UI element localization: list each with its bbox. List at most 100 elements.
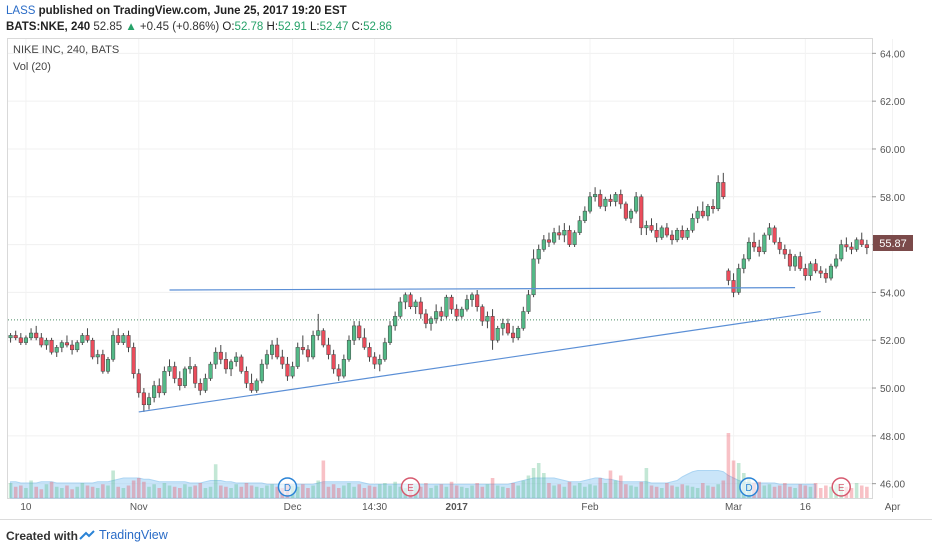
volume-bar bbox=[167, 485, 172, 498]
volume-bar bbox=[60, 488, 64, 498]
author-link[interactable]: LASS bbox=[6, 5, 36, 17]
candle-body bbox=[634, 196, 639, 212]
volume-bar bbox=[680, 484, 685, 498]
volume-bar bbox=[172, 486, 177, 498]
candle-body bbox=[557, 232, 562, 236]
candle-body bbox=[321, 330, 326, 346]
footer: Created with TradingView bbox=[0, 519, 932, 551]
low-label: L: bbox=[310, 21, 320, 33]
candle-body bbox=[234, 356, 239, 362]
volume-bar bbox=[362, 488, 367, 498]
candle-body bbox=[628, 210, 634, 219]
candle-body bbox=[254, 380, 259, 391]
candle-body bbox=[444, 296, 449, 317]
volume-bar bbox=[721, 480, 726, 498]
candle-body bbox=[603, 198, 608, 207]
candle-body bbox=[105, 359, 111, 372]
candle-body bbox=[403, 294, 408, 303]
trendline bbox=[169, 287, 796, 291]
candle-body bbox=[280, 356, 285, 365]
symbol-label: BATS:NKE, 240 bbox=[6, 21, 91, 33]
candle-body bbox=[223, 359, 228, 370]
candle-body bbox=[290, 366, 295, 377]
candle-body bbox=[172, 366, 177, 379]
candle-body bbox=[75, 342, 80, 351]
candle-body bbox=[146, 397, 152, 406]
candle-body bbox=[39, 337, 44, 346]
created-with-label: Created with bbox=[6, 529, 79, 543]
candle-body bbox=[521, 311, 526, 329]
volume-bar bbox=[244, 483, 249, 498]
volume-bar bbox=[90, 486, 95, 498]
volume-bar bbox=[608, 470, 613, 498]
volume-bar bbox=[495, 485, 500, 498]
volume-bar bbox=[121, 488, 126, 498]
high-value: 52.91 bbox=[278, 21, 307, 33]
volume-bar bbox=[639, 481, 644, 498]
candle-body bbox=[859, 239, 864, 245]
candle-body bbox=[490, 316, 495, 341]
price-badge-text: 55.87 bbox=[879, 238, 907, 250]
chart-header: LASS published on TradingView.com, June … bbox=[6, 3, 392, 35]
volume-bar bbox=[383, 483, 387, 498]
volume-bar bbox=[583, 486, 587, 498]
candle-body bbox=[782, 249, 787, 255]
volume-bar bbox=[777, 485, 782, 498]
candle-body bbox=[495, 328, 500, 341]
candle-body bbox=[552, 232, 557, 243]
volume-bar bbox=[336, 488, 341, 498]
candle-body bbox=[157, 385, 162, 394]
candle-body bbox=[264, 354, 269, 365]
candle-body bbox=[398, 301, 403, 317]
candle-body bbox=[695, 210, 700, 219]
x-tick-label: 14:30 bbox=[362, 502, 387, 513]
candle-body bbox=[505, 323, 510, 334]
trendline bbox=[138, 310, 821, 413]
close-value: 52.86 bbox=[363, 21, 392, 33]
volume-bar bbox=[562, 486, 567, 498]
volume-bar bbox=[865, 486, 869, 498]
volume-bar bbox=[219, 485, 223, 498]
candle-body bbox=[352, 325, 357, 341]
y-tick-label: 52.00 bbox=[880, 336, 905, 347]
candle-body bbox=[367, 347, 372, 358]
volume-bar bbox=[316, 480, 321, 498]
candle-body bbox=[111, 335, 116, 360]
y-tick-label: 46.00 bbox=[880, 480, 905, 491]
volume-bar bbox=[352, 486, 356, 498]
volume-bar bbox=[762, 485, 767, 498]
open-value: 52.78 bbox=[234, 21, 264, 33]
candle-body bbox=[13, 335, 18, 339]
low-value: 52.47 bbox=[319, 21, 349, 33]
candle-body bbox=[121, 335, 126, 343]
x-tick-label: Dec bbox=[284, 502, 302, 513]
volume-bar bbox=[357, 484, 362, 498]
volume-bar bbox=[49, 481, 54, 498]
candle-body bbox=[187, 366, 193, 370]
volume-bar bbox=[19, 485, 23, 498]
volume-bar bbox=[213, 464, 218, 498]
volume-bar bbox=[270, 484, 274, 498]
volume-bar bbox=[65, 485, 69, 498]
candle-body bbox=[85, 335, 90, 341]
candle-body bbox=[413, 301, 418, 307]
candle-body bbox=[423, 313, 428, 324]
candle-body bbox=[834, 258, 839, 267]
candle-body bbox=[644, 225, 649, 229]
volume-bar bbox=[613, 480, 618, 498]
candle-body bbox=[511, 332, 516, 339]
volume-bar bbox=[516, 485, 520, 498]
candle-body bbox=[531, 258, 536, 296]
volume-bar bbox=[239, 486, 244, 498]
candle-body bbox=[64, 342, 70, 346]
volume-bar bbox=[470, 485, 474, 498]
volume-bar bbox=[808, 486, 813, 498]
volume-bar bbox=[506, 488, 510, 498]
volume-bar bbox=[711, 486, 715, 498]
candle-body bbox=[131, 347, 136, 374]
candle-body bbox=[193, 366, 198, 384]
candle-body bbox=[44, 339, 49, 346]
tradingview-brand-link[interactable]: TradingView bbox=[99, 528, 168, 542]
